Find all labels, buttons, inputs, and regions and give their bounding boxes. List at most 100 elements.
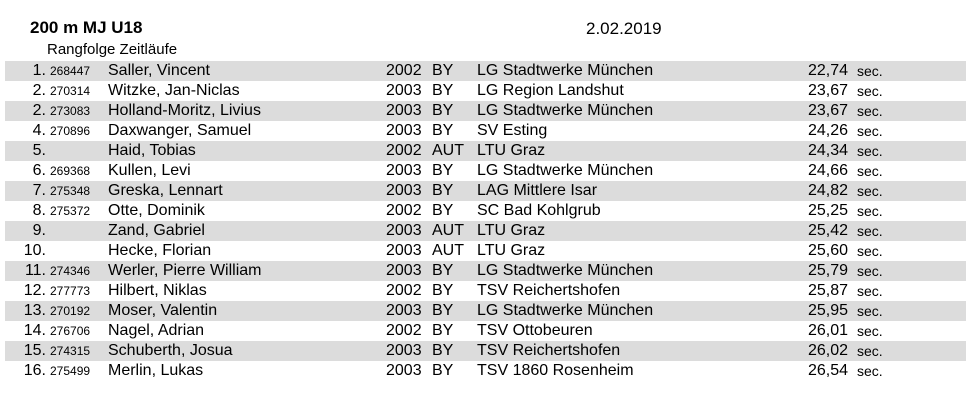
nation-cell: BY xyxy=(432,342,454,359)
time-cell: 24,66 xyxy=(808,162,849,179)
rank-cell: 5. xyxy=(32,142,46,159)
birth-year-cell: 2002 xyxy=(386,322,422,339)
rank-cell: 15. xyxy=(23,342,46,359)
birth-year-cell: 2003 xyxy=(386,122,422,139)
athlete-name-cell: Witzke, Jan-Niclas xyxy=(108,82,240,99)
table-row: 14. 276706 Nagel, Adrian 2002 BY TSV Ottobeur… xyxy=(0,321,976,341)
athlete-name-cell: Hecke, Florian xyxy=(108,242,212,259)
table-row: 8. 275372 Otte, Dominik 2002 BY SC Bad Kohlgr… xyxy=(0,201,976,221)
page-subtitle: Rangfolge Zeitläufe xyxy=(47,41,178,58)
nation-cell: BY xyxy=(432,202,454,219)
rank-cell: 11. xyxy=(24,262,46,279)
athlete-name-cell: Kullen, Levi xyxy=(108,162,191,179)
time-cell: 22,74 xyxy=(808,62,849,79)
table-row: 5. Haid, Tobias 2002 AUT LTU Graz 24,34 sec. xyxy=(5,141,966,161)
birth-year-cell: 2003 xyxy=(386,362,422,379)
rank-cell: 13. xyxy=(23,302,46,319)
table-row: 7. 275348 Greska, Lennart 2003 BY LAG Mittler… xyxy=(5,181,966,201)
nation-cell: BY xyxy=(432,362,454,379)
athlete-name-cell: Moser, Valentin xyxy=(108,302,218,319)
club-cell: LG Region Landshut xyxy=(477,82,624,99)
table-row: 6. 269368 Kullen, Levi 2003 BY LG Stadtwerke … xyxy=(0,161,976,181)
nation-cell: AUT xyxy=(432,222,464,239)
time-unit-cell: sec. xyxy=(857,343,883,359)
club-cell: SC Bad Kohlgrub xyxy=(477,202,601,219)
bib-number-cell: 275372 xyxy=(50,204,91,218)
time-cell: 24,82 xyxy=(808,182,849,199)
birth-year-cell: 2003 xyxy=(386,262,422,279)
nation-cell: BY xyxy=(432,102,454,119)
time-unit-cell: sec. xyxy=(857,303,883,319)
club-cell: LG Stadtwerke München xyxy=(477,162,654,179)
club-cell: LTU Graz xyxy=(477,242,546,259)
bib-number-cell: 277773 xyxy=(50,284,91,298)
time-unit-cell: sec. xyxy=(857,363,883,379)
rank-cell: 14. xyxy=(23,322,46,339)
rank-cell: 2. xyxy=(32,102,46,119)
athlete-name-cell: Nagel, Adrian xyxy=(108,322,205,339)
time-unit-cell: sec. xyxy=(857,183,883,199)
rank-cell: 9. xyxy=(32,222,46,239)
birth-year-cell: 2002 xyxy=(386,202,422,219)
birth-year-cell: 2002 xyxy=(386,142,422,159)
club-cell: LAG Mittlere Isar xyxy=(477,182,598,199)
nation-cell: BY xyxy=(432,282,454,299)
club-cell: LG Stadtwerke München xyxy=(477,102,654,119)
nation-cell: BY xyxy=(432,82,454,99)
time-unit-cell: sec. xyxy=(857,223,883,239)
birth-year-cell: 2002 xyxy=(386,62,422,79)
time-unit-cell: sec. xyxy=(857,323,883,339)
nation-cell: BY xyxy=(432,162,454,179)
bib-number-cell: 275348 xyxy=(50,184,91,198)
bib-number-cell: 270314 xyxy=(50,84,91,98)
athlete-name-cell: Saller, Vincent xyxy=(108,62,210,79)
time-unit-cell: sec. xyxy=(857,143,883,159)
time-cell: 25,60 xyxy=(808,242,849,259)
time-cell: 25,87 xyxy=(808,282,849,299)
table-row: 4. 270896 Daxwanger, Samuel 2003 BY SV Esting… xyxy=(0,121,976,141)
birth-year-cell: 2003 xyxy=(386,162,422,179)
club-cell: LG Stadtwerke München xyxy=(477,302,654,319)
bib-number-cell: 276706 xyxy=(50,324,91,338)
event-date: 2.02.2019 xyxy=(586,19,662,38)
table-row: 12. 277773 Hilbert, Niklas 2002 BY TSV Reiche… xyxy=(0,281,976,301)
club-cell: TSV Reichertshofen xyxy=(477,282,621,299)
club-cell: TSV Reichertshofen xyxy=(477,342,621,359)
table-row: 13. 270192 Moser, Valentin 2003 BY LG Stadtwe… xyxy=(5,301,966,321)
nation-cell: BY xyxy=(432,182,454,199)
athlete-name-cell: Zand, Gabriel xyxy=(108,222,205,239)
rank-cell: 2. xyxy=(32,82,46,99)
time-cell: 23,67 xyxy=(808,82,849,99)
time-cell: 25,42 xyxy=(808,222,849,239)
time-cell: 25,79 xyxy=(808,262,849,279)
table-row: 10. Hecke, Florian 2003 AUT LTU Graz 25,60 sec… xyxy=(0,241,976,261)
athlete-name-cell: Greska, Lennart xyxy=(108,182,223,199)
athlete-name-cell: Hilbert, Niklas xyxy=(108,282,207,299)
table-row: 1. 268447 Saller, Vincent 2002 BY LG Stadtwer… xyxy=(5,61,966,81)
rank-cell: 6. xyxy=(32,162,46,179)
nation-cell: BY xyxy=(432,262,454,279)
club-cell: SV Esting xyxy=(477,122,548,139)
page-title: 200 m MJ U18 xyxy=(30,18,143,37)
time-cell: 26,01 xyxy=(808,322,849,339)
time-cell: 23,67 xyxy=(808,102,849,119)
time-unit-cell: sec. xyxy=(857,103,883,119)
time-unit-cell: sec. xyxy=(857,243,883,259)
rank-cell: 10. xyxy=(23,242,46,259)
bib-number-cell: 268447 xyxy=(50,64,91,78)
rank-cell: 16. xyxy=(23,362,46,379)
bib-number-cell: 274346 xyxy=(50,264,91,278)
birth-year-cell: 2002 xyxy=(386,282,422,299)
time-unit-cell: sec. xyxy=(857,203,883,219)
club-cell: LG Stadtwerke München xyxy=(477,262,654,279)
birth-year-cell: 2003 xyxy=(386,222,422,239)
time-cell: 26,02 xyxy=(808,342,849,359)
table-row: 2. 273083 Holland-Moritz, Livius 2003 BY LG S… xyxy=(5,101,966,121)
athlete-name-cell: Schuberth, Josua xyxy=(108,342,233,359)
birth-year-cell: 2003 xyxy=(386,302,422,319)
nation-cell: BY xyxy=(432,62,454,79)
athlete-name-cell: Otte, Dominik xyxy=(108,202,205,219)
time-cell: 24,26 xyxy=(808,122,849,139)
athlete-name-cell: Werler, Pierre William xyxy=(108,262,262,279)
time-cell: 25,95 xyxy=(808,302,849,319)
